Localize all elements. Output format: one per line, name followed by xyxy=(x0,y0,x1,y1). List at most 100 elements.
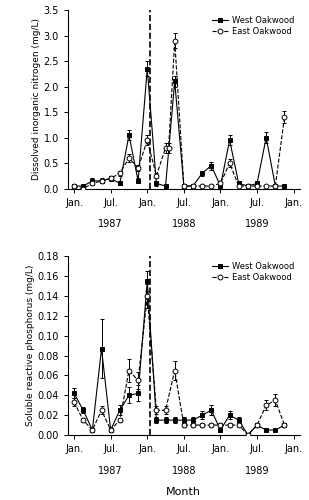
East Oakwood xyxy=(246,183,250,189)
East Oakwood xyxy=(218,422,222,428)
Text: 1989: 1989 xyxy=(245,219,269,229)
West Oakwood xyxy=(91,178,94,184)
East Oakwood xyxy=(200,422,204,428)
West Oakwood xyxy=(127,392,131,398)
West Oakwood xyxy=(136,390,140,396)
East Oakwood xyxy=(283,422,286,428)
East Oakwood xyxy=(182,422,186,428)
West Oakwood xyxy=(237,180,241,186)
West Oakwood xyxy=(218,427,222,433)
East Oakwood xyxy=(118,170,122,176)
East Oakwood xyxy=(109,427,112,433)
X-axis label: Month: Month xyxy=(166,488,201,498)
West Oakwood xyxy=(164,183,167,189)
West Oakwood xyxy=(81,183,85,189)
West Oakwood xyxy=(118,407,122,413)
West Oakwood xyxy=(237,417,241,423)
East Oakwood xyxy=(228,160,231,166)
West Oakwood xyxy=(264,427,268,433)
West Oakwood xyxy=(81,407,85,413)
West Oakwood xyxy=(146,278,149,284)
East Oakwood xyxy=(146,137,149,143)
West Oakwood xyxy=(228,412,231,418)
East Oakwood xyxy=(91,180,94,186)
East Oakwood xyxy=(167,145,171,151)
East Oakwood xyxy=(237,422,241,428)
West Oakwood xyxy=(146,66,149,71)
West Oakwood xyxy=(118,180,122,186)
West Oakwood xyxy=(228,137,231,143)
Text: 1987: 1987 xyxy=(98,219,123,229)
Y-axis label: Dissolved inorganic nitrogen (mg/L): Dissolved inorganic nitrogen (mg/L) xyxy=(32,18,41,180)
East Oakwood xyxy=(81,186,85,192)
Text: 1989: 1989 xyxy=(245,466,269,475)
West Oakwood xyxy=(200,412,204,418)
East Oakwood xyxy=(191,183,195,189)
East Oakwood xyxy=(182,183,186,189)
West Oakwood xyxy=(154,417,158,423)
Line: West Oakwood: West Oakwood xyxy=(72,66,287,188)
East Oakwood xyxy=(127,155,131,161)
West Oakwood xyxy=(154,180,158,186)
West Oakwood xyxy=(283,183,286,189)
East Oakwood xyxy=(136,378,140,384)
Line: East Oakwood: East Oakwood xyxy=(72,294,287,438)
East Oakwood xyxy=(109,176,112,182)
East Oakwood xyxy=(91,427,94,433)
West Oakwood xyxy=(246,432,250,438)
East Oakwood xyxy=(173,368,176,374)
East Oakwood xyxy=(136,165,140,171)
East Oakwood xyxy=(100,178,104,184)
East Oakwood xyxy=(210,422,213,428)
West Oakwood xyxy=(182,183,186,189)
East Oakwood xyxy=(273,183,277,189)
East Oakwood xyxy=(173,38,176,44)
West Oakwood xyxy=(218,183,222,189)
West Oakwood xyxy=(127,132,131,138)
West Oakwood xyxy=(210,407,213,413)
West Oakwood xyxy=(182,417,186,423)
East Oakwood xyxy=(264,183,268,189)
West Oakwood xyxy=(273,183,277,189)
East Oakwood xyxy=(210,183,213,189)
West Oakwood xyxy=(173,78,176,84)
East Oakwood xyxy=(146,293,149,299)
West Oakwood xyxy=(273,427,277,433)
East Oakwood xyxy=(264,402,268,408)
Line: West Oakwood: West Oakwood xyxy=(72,279,287,438)
East Oakwood xyxy=(191,422,195,428)
West Oakwood xyxy=(191,417,195,423)
East Oakwood xyxy=(72,400,76,406)
East Oakwood xyxy=(100,407,104,413)
Legend: West Oakwood, East Oakwood: West Oakwood, East Oakwood xyxy=(210,14,296,37)
East Oakwood xyxy=(255,183,259,189)
East Oakwood xyxy=(255,422,259,428)
East Oakwood xyxy=(127,368,131,374)
Legend: West Oakwood, East Oakwood: West Oakwood, East Oakwood xyxy=(210,260,296,283)
East Oakwood xyxy=(237,183,241,189)
East Oakwood xyxy=(154,407,158,413)
East Oakwood xyxy=(164,407,167,413)
West Oakwood xyxy=(72,390,76,396)
West Oakwood xyxy=(246,183,250,189)
East Oakwood xyxy=(283,114,286,120)
West Oakwood xyxy=(109,427,112,433)
East Oakwood xyxy=(164,145,167,151)
East Oakwood xyxy=(118,417,122,423)
Y-axis label: Soluble reactive phosphorus (mg/L): Soluble reactive phosphorus (mg/L) xyxy=(26,265,35,426)
East Oakwood xyxy=(72,183,76,189)
West Oakwood xyxy=(100,178,104,184)
West Oakwood xyxy=(191,183,195,189)
Text: 1987: 1987 xyxy=(98,466,123,475)
West Oakwood xyxy=(283,422,286,428)
East Oakwood xyxy=(154,173,158,179)
East Oakwood xyxy=(228,422,231,428)
East Oakwood xyxy=(200,183,204,189)
East Oakwood xyxy=(273,398,277,404)
Text: 1988: 1988 xyxy=(171,466,196,475)
West Oakwood xyxy=(72,183,76,189)
West Oakwood xyxy=(100,346,104,352)
East Oakwood xyxy=(246,432,250,438)
East Oakwood xyxy=(218,180,222,186)
West Oakwood xyxy=(210,162,213,168)
